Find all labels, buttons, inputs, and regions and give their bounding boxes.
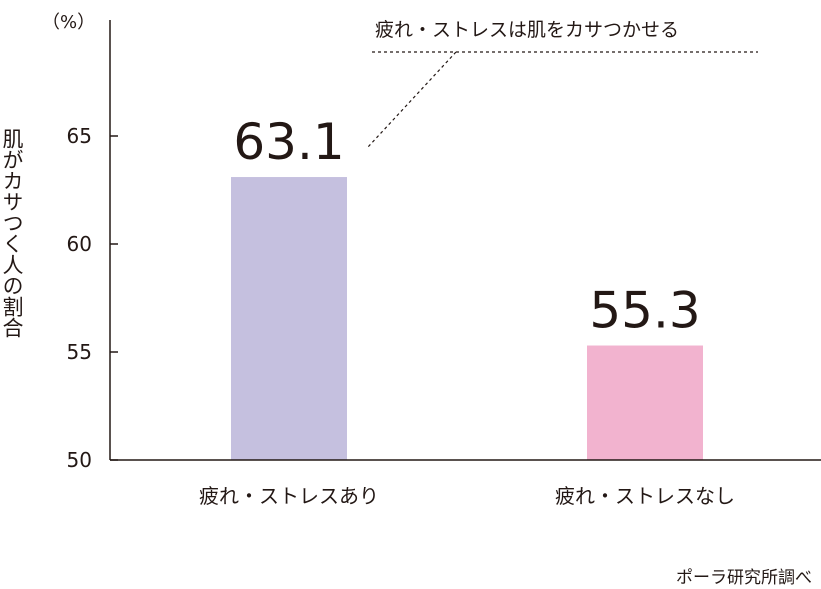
category-label: 疲れ・ストレスなし [555, 484, 735, 508]
bar-value-label: 55.3 [589, 282, 700, 340]
bar-value-label: 63.1 [233, 113, 344, 171]
source-note: ポーラ研究所調べ [676, 568, 812, 588]
bars: 63.1 疲れ・ストレスあり 55.3 疲れ・ストレスなし [199, 113, 735, 508]
y-tick-label: 55 [67, 340, 92, 364]
category-label: 疲れ・ストレスあり [199, 484, 379, 508]
y-axis: 50 55 60 65 [67, 124, 118, 472]
annotation: 疲れ・ストレスは肌をカサつかせる [367, 19, 758, 148]
y-tick-label: 65 [67, 124, 92, 148]
y-tick-label: 60 [67, 232, 92, 256]
bar-2 [587, 345, 703, 460]
y-axis-title: 肌がカサつく人の割合 [0, 128, 24, 338]
annotation-leader [367, 51, 457, 148]
y-tick-label: 50 [67, 448, 92, 472]
bar-1 [231, 177, 347, 461]
y-axis-unit: （%） [42, 12, 95, 33]
annotation-text: 疲れ・ストレスは肌をカサつかせる [375, 19, 679, 41]
